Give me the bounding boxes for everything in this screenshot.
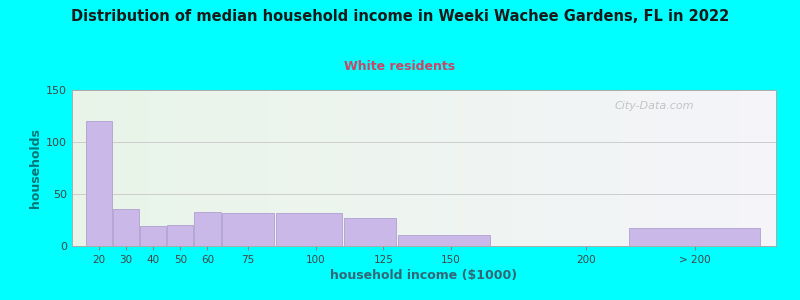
Bar <box>222 213 274 246</box>
Bar <box>113 208 139 246</box>
Text: White residents: White residents <box>345 60 455 73</box>
Bar <box>343 218 396 246</box>
Y-axis label: households: households <box>29 128 42 208</box>
Bar <box>194 212 221 246</box>
X-axis label: household income ($1000): household income ($1000) <box>330 269 518 282</box>
Bar <box>167 225 194 246</box>
Bar <box>86 121 112 246</box>
Bar <box>140 226 166 246</box>
Bar <box>398 235 490 246</box>
Bar <box>276 213 342 246</box>
Text: City-Data.com: City-Data.com <box>614 101 694 111</box>
Text: Distribution of median household income in Weeki Wachee Gardens, FL in 2022: Distribution of median household income … <box>71 9 729 24</box>
Bar <box>629 228 761 246</box>
